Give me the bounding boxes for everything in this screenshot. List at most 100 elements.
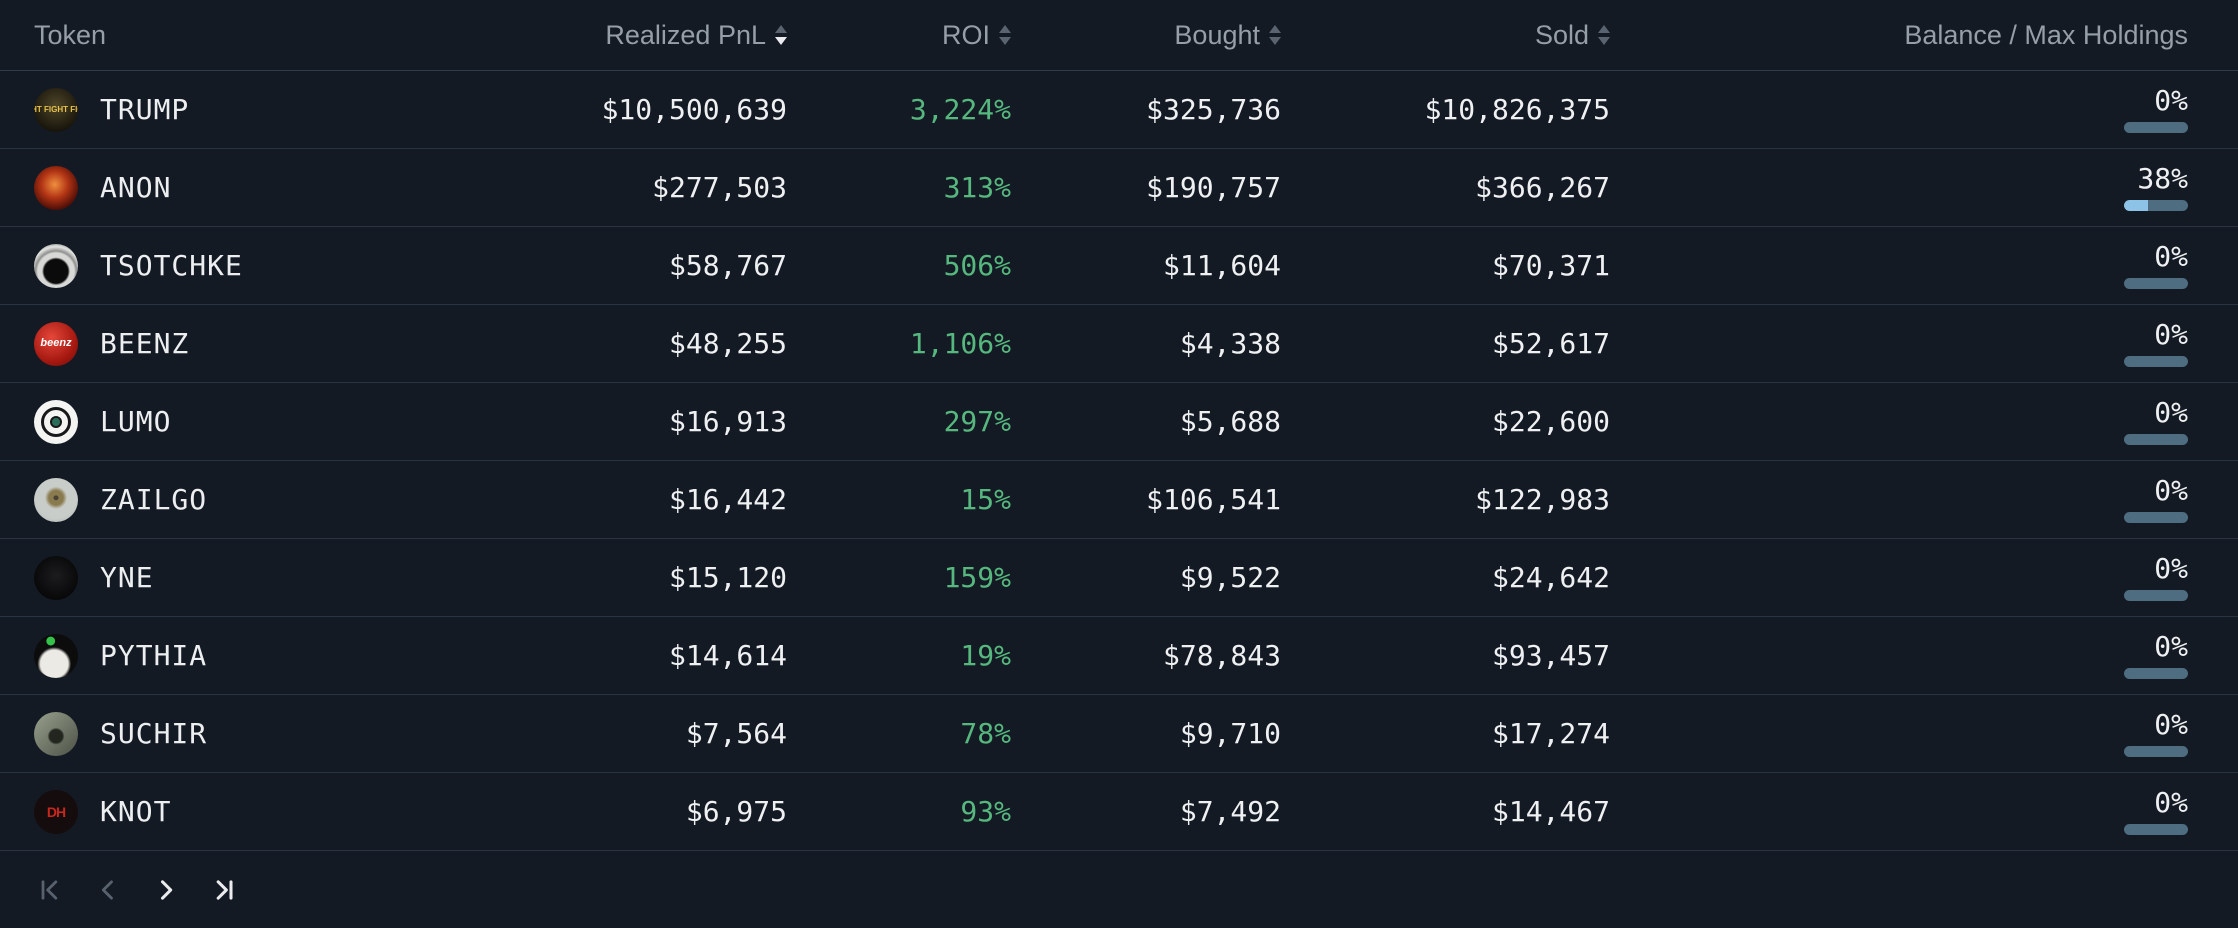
previous-page-button[interactable] [92,874,124,906]
roi-value: 15% [960,483,1011,516]
balance-bar [2124,200,2188,211]
bought-value: $9,710 [1179,717,1281,750]
balance-cell: 0% [1610,398,2188,445]
token-icon-text: beenz [40,337,72,349]
balance-bar [2124,824,2188,835]
balance-percent: 0% [2154,786,2188,819]
token-name: YNE [100,561,154,594]
token-name: KNOT [100,795,172,828]
roi-value: 3,224% [909,93,1011,126]
token-icon [34,555,78,600]
token-cell: ANON [34,165,458,210]
sort-icon [1269,25,1281,45]
roi-value: 93% [960,795,1011,828]
token-name: TSOTCHKE [100,249,243,282]
balance-bar [2124,512,2188,523]
token-cell: LUMO [34,399,458,444]
bought-value: $9,522 [1179,561,1281,594]
balance-percent: 0% [2154,240,2188,273]
realized-pnl-value: $58,767 [668,249,787,282]
column-header-sold[interactable]: Sold [1281,20,1610,51]
balance-cell: 38% [1610,164,2188,211]
balance-cell: 0% [1610,632,2188,679]
realized-pnl-value: $16,913 [668,405,787,438]
balance-cell: 0% [1610,710,2188,757]
sold-value: $52,617 [1491,327,1610,360]
table-row[interactable]: ZAILGO $16,442 15% $106,541 $122,983 0% [0,461,2238,539]
column-header-roi[interactable]: ROI [787,20,1011,51]
table-row[interactable]: FIGHT FIGHT FIGHT TRUMP $10,500,639 3,22… [0,71,2238,149]
balance-cell: 0% [1610,476,2188,523]
table-row[interactable]: YNE $15,120 159% $9,522 $24,642 0% [0,539,2238,617]
last-page-button[interactable] [208,874,240,906]
balance-bar [2124,746,2188,757]
token-icon: DH [34,789,78,834]
roi-value: 506% [943,249,1011,282]
table-row[interactable]: beenz BEENZ $48,255 1,106% $4,338 $52,61… [0,305,2238,383]
token-cell: PYTHIA [34,633,458,678]
column-label: ROI [941,19,990,50]
balance-bar-fill [2124,200,2149,211]
column-header-bought[interactable]: Bought [1011,20,1281,51]
token-cell: DH KNOT [34,789,458,834]
roi-value: 297% [943,405,1011,438]
roi-value: 19% [960,639,1011,672]
balance-percent: 0% [2154,84,2188,117]
sort-icon [775,25,787,45]
bought-value: $11,604 [1162,249,1281,282]
token-icon [34,633,78,678]
realized-pnl-value: $48,255 [668,327,787,360]
balance-bar [2124,668,2188,679]
token-icon [34,711,78,756]
balance-cell: 0% [1610,86,2188,133]
pagination [0,851,2238,928]
token-cell: FIGHT FIGHT FIGHT TRUMP [34,87,458,132]
column-label: Realized PnL [605,19,766,50]
balance-percent: 0% [2154,552,2188,585]
table-row[interactable]: TSOTCHKE $58,767 506% $11,604 $70,371 0% [0,227,2238,305]
sold-value: $366,267 [1475,171,1610,204]
realized-pnl-value: $15,120 [668,561,787,594]
next-page-button[interactable] [150,874,182,906]
balance-percent: 38% [2137,162,2188,195]
table-row[interactable]: PYTHIA $14,614 19% $78,843 $93,457 0% [0,617,2238,695]
sold-value: $22,600 [1491,405,1610,438]
bought-value: $106,541 [1146,483,1281,516]
token-name: LUMO [100,405,172,438]
column-header-balance-max-holdings: Balance / Max Holdings [1610,20,2188,51]
bought-value: $78,843 [1162,639,1281,672]
realized-pnl-value: $14,614 [668,639,787,672]
table-row[interactable]: ANON $277,503 313% $190,757 $366,267 38% [0,149,2238,227]
table-row[interactable]: SUCHIR $7,564 78% $9,710 $17,274 0% [0,695,2238,773]
bought-value: $7,492 [1179,795,1281,828]
column-label: Sold [1534,19,1589,50]
sold-value: $24,642 [1491,561,1610,594]
sold-value: $10,826,375 [1424,93,1610,126]
roi-value: 78% [960,717,1011,750]
column-header-realized-pnl[interactable]: Realized PnL [458,20,787,51]
token-name: BEENZ [100,327,190,360]
balance-percent: 0% [2154,318,2188,351]
first-page-icon [41,879,58,900]
balance-bar [2124,356,2188,367]
token-name: ANON [100,171,172,204]
token-icon [34,165,78,210]
token-name: TRUMP [100,93,190,126]
realized-pnl-value: $277,503 [652,171,787,204]
balance-percent: 0% [2154,630,2188,663]
table-row[interactable]: DH KNOT $6,975 93% $7,492 $14,467 0% [0,773,2238,851]
chevron-left-icon [101,879,113,900]
sold-value: $122,983 [1475,483,1610,516]
sort-icon [1598,25,1610,45]
column-label: Token [34,19,107,50]
table-body: FIGHT FIGHT FIGHT TRUMP $10,500,639 3,22… [0,71,2238,851]
token-icon-text: DH [46,803,66,820]
roi-value: 313% [943,171,1011,204]
balance-cell: 0% [1610,788,2188,835]
column-label: Balance / Max Holdings [1904,19,2188,50]
column-label: Bought [1174,19,1260,50]
token-icon [34,477,78,522]
first-page-button[interactable] [34,874,66,906]
table-row[interactable]: LUMO $16,913 297% $5,688 $22,600 0% [0,383,2238,461]
